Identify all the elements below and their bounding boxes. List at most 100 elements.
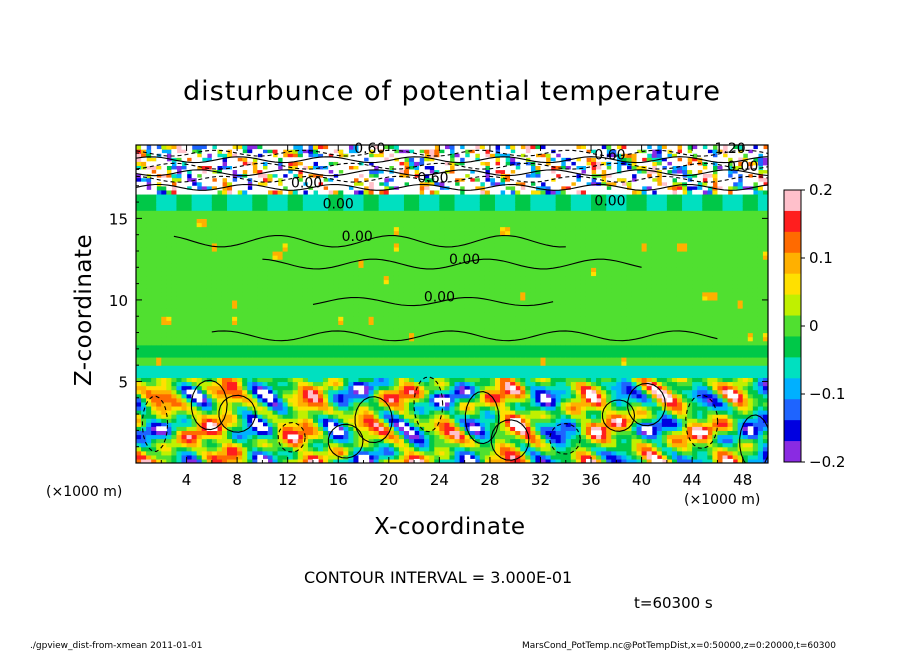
heatmap-cell	[136, 381, 142, 387]
heatmap-cell	[328, 238, 334, 244]
heatmap-cell	[297, 328, 304, 334]
heatmap-cell	[227, 385, 233, 391]
heatmap-cell	[439, 377, 446, 383]
heatmap-cell	[424, 324, 430, 330]
heatmap-cell	[141, 193, 147, 199]
heatmap-cell	[171, 145, 178, 150]
heatmap-cell	[353, 340, 360, 346]
heatmap-cell	[242, 438, 248, 444]
heatmap-cell	[166, 291, 172, 297]
heatmap-cell	[368, 169, 375, 175]
heatmap-cell	[247, 434, 253, 440]
heatmap-cell	[434, 328, 440, 334]
heatmap-cell	[216, 438, 223, 444]
heatmap-cell	[211, 222, 218, 228]
heatmap-cell	[136, 373, 142, 378]
heatmap-cell	[196, 185, 203, 191]
heatmap-cell	[146, 149, 152, 154]
heatmap-cell	[429, 238, 435, 244]
heatmap-cell	[196, 438, 203, 444]
heatmap-cell	[459, 450, 466, 456]
heatmap-cell	[297, 193, 304, 199]
heatmap-cell	[434, 458, 440, 463]
heatmap-cell	[171, 185, 178, 191]
heatmap-cell	[272, 328, 279, 334]
heatmap-cell	[181, 393, 188, 399]
heatmap-cell	[282, 226, 289, 232]
heatmap-cell	[252, 157, 258, 162]
heatmap-cell	[333, 454, 339, 460]
heatmap-cell	[393, 255, 400, 260]
heatmap-cell	[242, 283, 248, 289]
heatmap-cell	[292, 405, 299, 411]
heatmap-cell	[277, 369, 284, 374]
heatmap-cell	[444, 299, 451, 305]
heatmap-cell	[323, 381, 329, 387]
heatmap-cell	[358, 352, 365, 358]
heatmap-cell	[171, 324, 178, 330]
heatmap-cell	[429, 401, 435, 407]
heatmap-cell	[353, 381, 360, 387]
heatmap-cell	[409, 442, 415, 448]
heatmap-cell	[232, 267, 238, 272]
heatmap-cell	[409, 234, 415, 240]
heatmap-cell	[307, 361, 314, 366]
heatmap-cell	[287, 324, 294, 330]
heatmap-cell	[398, 454, 405, 460]
heatmap-cell	[156, 202, 162, 207]
heatmap-cell	[338, 222, 344, 228]
heatmap-cell	[307, 291, 314, 297]
heatmap-cell	[171, 357, 178, 362]
heatmap-cell	[272, 210, 279, 215]
heatmap-cell	[186, 299, 193, 305]
heatmap-cell	[267, 189, 274, 195]
heatmap-cell	[333, 348, 339, 354]
heatmap-cell	[267, 438, 274, 444]
heatmap-cell	[216, 210, 223, 215]
heatmap-cell	[171, 410, 178, 415]
heatmap-cell	[429, 393, 435, 399]
heatmap-cell	[373, 389, 380, 395]
heatmap-cell	[368, 332, 375, 338]
heatmap-cell	[454, 332, 461, 338]
heatmap-cell	[424, 361, 430, 366]
heatmap-cell	[277, 385, 284, 391]
heatmap-cell	[171, 344, 178, 350]
heatmap-cell	[252, 279, 258, 285]
heatmap-cell	[196, 206, 203, 211]
heatmap-cell	[307, 357, 314, 362]
heatmap-cell	[358, 206, 365, 211]
heatmap-cell	[429, 299, 435, 305]
heatmap-cell	[292, 214, 299, 219]
heatmap-cell	[146, 206, 152, 211]
heatmap-cell	[161, 255, 167, 260]
heatmap-cell	[206, 157, 213, 162]
heatmap-cell	[262, 361, 269, 366]
heatmap-cell	[136, 389, 142, 395]
heatmap-cell	[136, 454, 142, 460]
heatmap-cell	[419, 218, 425, 224]
heatmap-cell	[242, 426, 248, 431]
heatmap-cell	[424, 255, 430, 260]
heatmap-cell	[252, 295, 258, 301]
heatmap-cell	[181, 458, 188, 463]
heatmap-cell	[292, 369, 299, 374]
heatmap-cell	[161, 210, 167, 215]
heatmap-cell	[237, 434, 243, 440]
heatmap-cell	[257, 418, 263, 423]
heatmap-cell	[136, 410, 142, 415]
heatmap-cell	[297, 418, 304, 423]
heatmap-cell	[171, 348, 178, 354]
heatmap-cell	[181, 320, 188, 325]
heatmap-cell	[348, 263, 355, 268]
heatmap-cell	[368, 295, 375, 301]
heatmap-cell	[459, 446, 466, 452]
heatmap-cell	[449, 234, 456, 240]
heatmap-cell	[393, 193, 400, 199]
heatmap-cell	[454, 259, 461, 264]
heatmap-cell	[196, 181, 203, 187]
heatmap-cell	[424, 426, 430, 431]
heatmap-cell	[277, 332, 284, 338]
heatmap-cell	[439, 426, 446, 431]
heatmap-cell	[262, 446, 269, 452]
